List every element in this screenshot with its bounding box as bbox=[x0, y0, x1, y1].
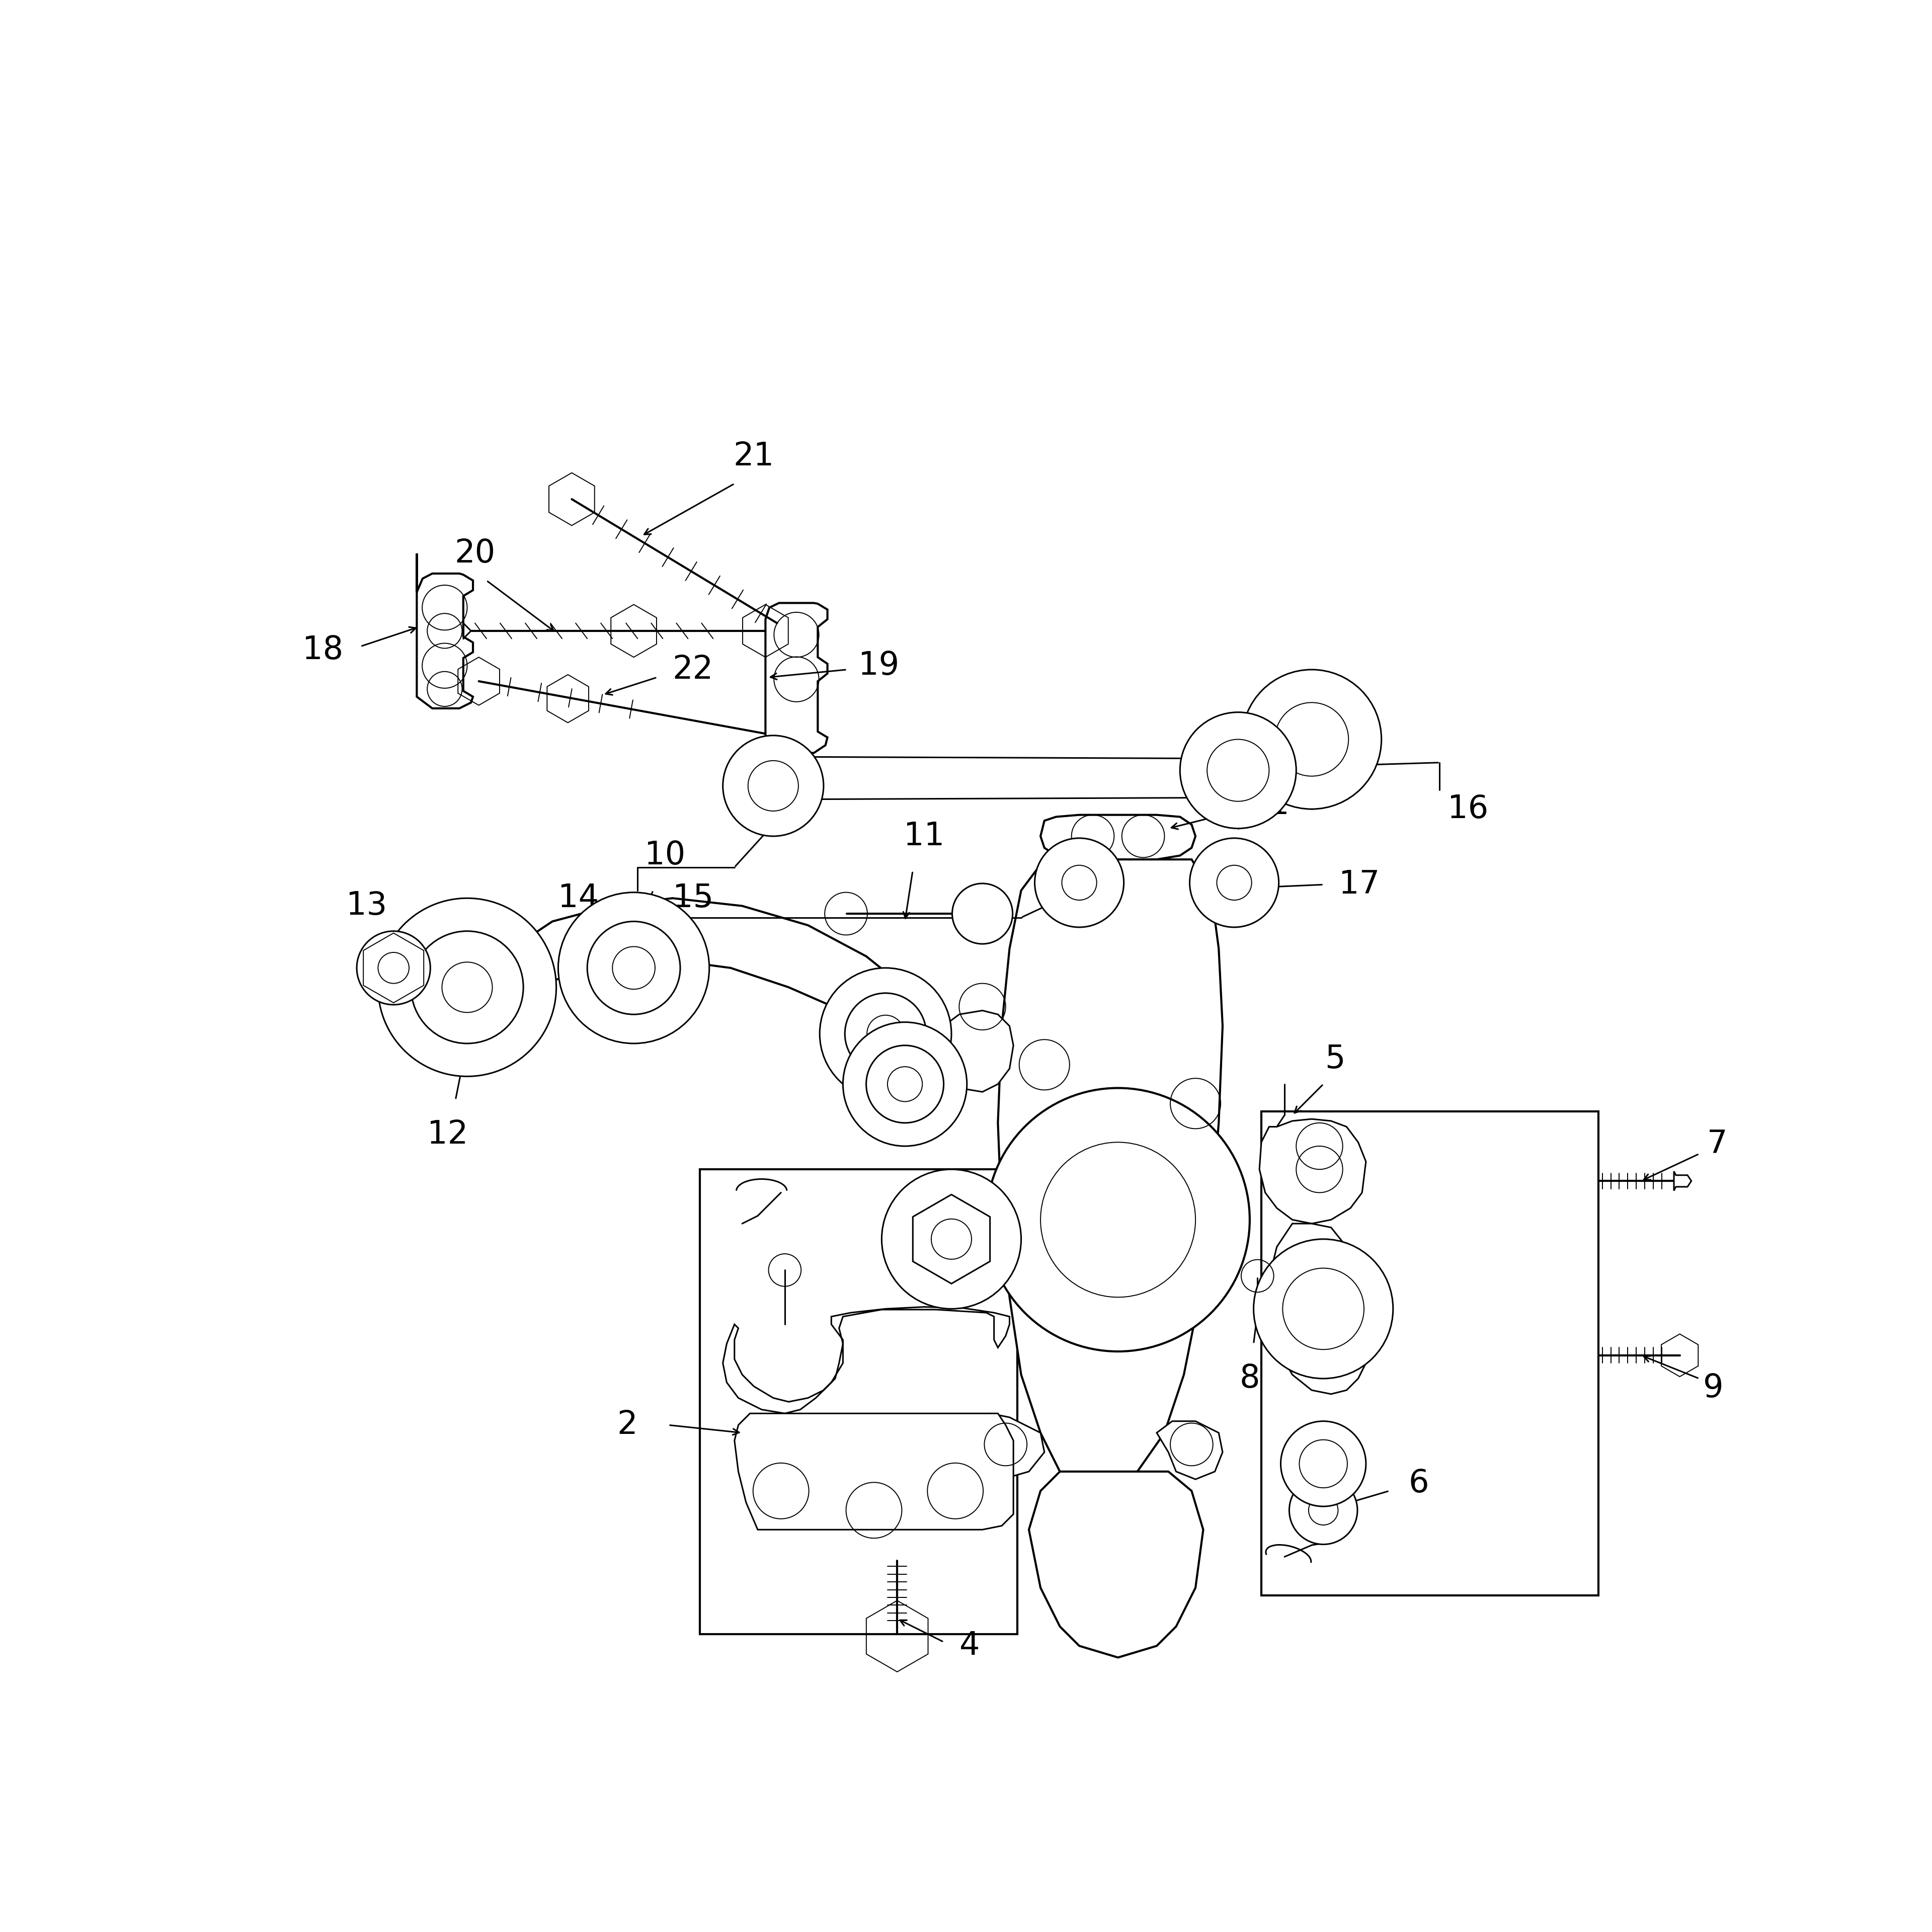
Polygon shape bbox=[1260, 1119, 1366, 1223]
Bar bbox=[1262, 1111, 1598, 1596]
Text: 18: 18 bbox=[301, 634, 344, 667]
Circle shape bbox=[1254, 1238, 1393, 1379]
Circle shape bbox=[723, 736, 823, 837]
Text: 16: 16 bbox=[1447, 794, 1488, 825]
Circle shape bbox=[985, 1088, 1250, 1352]
Circle shape bbox=[881, 1169, 1022, 1308]
Polygon shape bbox=[773, 757, 1300, 800]
Circle shape bbox=[1289, 1476, 1358, 1544]
Circle shape bbox=[819, 968, 951, 1099]
Polygon shape bbox=[1157, 1422, 1223, 1480]
Text: 21: 21 bbox=[734, 440, 775, 471]
Polygon shape bbox=[765, 603, 827, 753]
Polygon shape bbox=[1030, 1472, 1204, 1658]
Polygon shape bbox=[723, 1306, 1010, 1414]
Circle shape bbox=[558, 893, 709, 1043]
Circle shape bbox=[1190, 838, 1279, 927]
Text: 20: 20 bbox=[454, 537, 495, 568]
Text: 19: 19 bbox=[858, 651, 898, 682]
Text: 12: 12 bbox=[427, 1119, 468, 1150]
Text: 1: 1 bbox=[1269, 790, 1289, 821]
Text: 7: 7 bbox=[1706, 1128, 1727, 1159]
Polygon shape bbox=[970, 1414, 1045, 1480]
Text: 6: 6 bbox=[1408, 1468, 1430, 1499]
Circle shape bbox=[357, 931, 431, 1005]
Text: 10: 10 bbox=[643, 840, 686, 871]
Bar bbox=[699, 1169, 1018, 1634]
Circle shape bbox=[1036, 838, 1124, 927]
Text: 11: 11 bbox=[904, 821, 945, 852]
Text: 22: 22 bbox=[672, 655, 713, 686]
Circle shape bbox=[952, 883, 1012, 945]
Polygon shape bbox=[999, 860, 1223, 1492]
Text: 13: 13 bbox=[346, 891, 386, 922]
Text: 15: 15 bbox=[672, 883, 713, 914]
Polygon shape bbox=[1269, 1223, 1374, 1395]
Text: 5: 5 bbox=[1325, 1043, 1345, 1074]
Text: 9: 9 bbox=[1702, 1372, 1723, 1405]
Circle shape bbox=[842, 1022, 966, 1146]
Circle shape bbox=[1242, 670, 1381, 810]
Circle shape bbox=[1180, 713, 1296, 829]
Text: 8: 8 bbox=[1240, 1364, 1260, 1395]
Text: 17: 17 bbox=[1339, 869, 1379, 900]
Circle shape bbox=[1281, 1422, 1366, 1507]
Polygon shape bbox=[1673, 1171, 1691, 1190]
Circle shape bbox=[379, 898, 556, 1076]
Polygon shape bbox=[927, 1010, 1014, 1092]
Text: 4: 4 bbox=[958, 1631, 980, 1662]
Text: 14: 14 bbox=[558, 883, 599, 914]
Polygon shape bbox=[495, 898, 935, 1084]
Polygon shape bbox=[1041, 815, 1196, 860]
Polygon shape bbox=[734, 1414, 1014, 1530]
Polygon shape bbox=[417, 553, 473, 709]
Text: 2: 2 bbox=[616, 1410, 638, 1441]
Text: 3: 3 bbox=[1030, 1196, 1049, 1227]
